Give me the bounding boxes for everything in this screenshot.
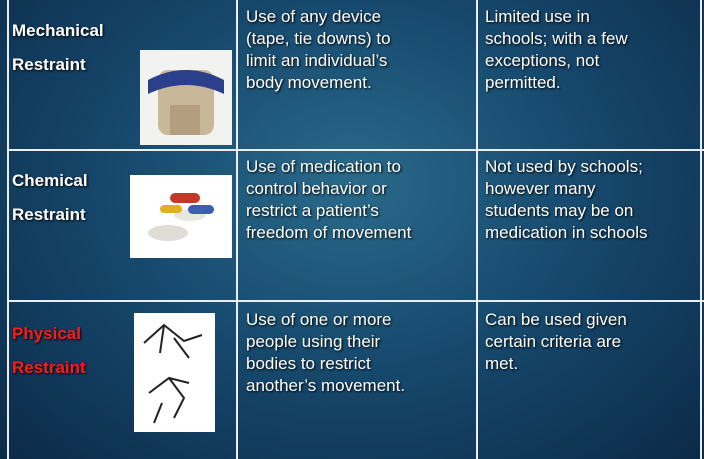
physical-image <box>134 313 215 432</box>
cell: Use of one or more people using their bodi… <box>246 309 405 397</box>
text-line: Physical <box>12 324 81 343</box>
text-line: however many <box>485 179 596 198</box>
border <box>7 0 9 459</box>
text-line: students may be on <box>485 201 634 220</box>
border <box>8 300 704 302</box>
cell: Use of any device (tape, tie downs) to lim… <box>246 6 391 94</box>
text-line: restrict a patient’s <box>246 201 379 220</box>
border <box>700 0 702 459</box>
restraint-image <box>140 50 232 145</box>
text-line: Use of one or more <box>246 310 392 329</box>
cell: Can be used given certain criteria are met… <box>485 309 627 375</box>
row-header: Mechanical Restraint <box>12 14 104 82</box>
cell: Not used by schools; however many students… <box>485 156 648 244</box>
text-line: Not used by schools; <box>485 157 643 176</box>
text-line: Restraint <box>12 205 86 224</box>
text-line: Restraint <box>12 55 86 74</box>
border <box>476 0 478 459</box>
cell: Limited use in schools; with a few excepti… <box>485 6 628 94</box>
text-line: certain criteria are <box>485 332 622 351</box>
text-line: medication in schools <box>485 223 648 242</box>
text-line: body movement. <box>246 73 372 92</box>
text-line: Mechanical <box>12 21 104 40</box>
row-header: Physical Restraint <box>12 317 86 385</box>
text-line: people using their <box>246 332 381 351</box>
cell: Use of medication to control behavior or r… <box>246 156 411 244</box>
text-line: (tape, tie downs) to <box>246 29 391 48</box>
pills-image <box>130 175 232 258</box>
row-header: Chemical Restraint <box>12 164 88 232</box>
text-line: another’s movement. <box>246 376 406 395</box>
text-line: exceptions, not <box>485 51 600 70</box>
border <box>236 0 238 459</box>
text-line: Restraint <box>12 358 86 377</box>
text-line: Can be used given <box>485 310 627 329</box>
text-line: schools; with a few <box>485 29 628 48</box>
text-line: Use of medication to <box>246 157 401 176</box>
text-line: Limited use in <box>485 7 590 26</box>
text-line: control behavior or <box>246 179 387 198</box>
text-line: bodies to restrict <box>246 354 371 373</box>
text-line: Use of any device <box>246 7 382 26</box>
border <box>8 149 704 151</box>
text-line: Chemical <box>12 171 88 190</box>
text-line: permitted. <box>485 73 561 92</box>
text-line: freedom of movement <box>246 223 412 242</box>
text-line: met. <box>485 354 519 373</box>
text-line: limit an individual’s <box>246 51 388 70</box>
